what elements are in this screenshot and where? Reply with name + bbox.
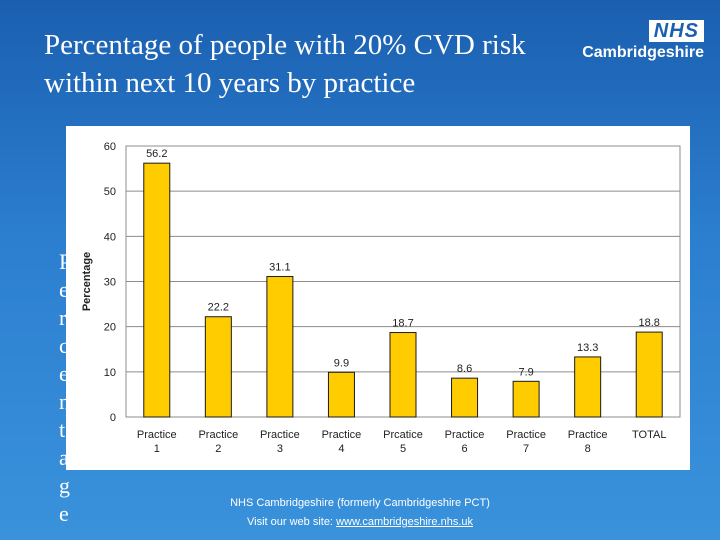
data-label: 13.3 — [577, 342, 598, 354]
x-tick-label: Practice — [322, 429, 362, 441]
y-tick-label: 50 — [104, 186, 116, 198]
data-label: 9.9 — [334, 357, 349, 369]
data-label: 18.8 — [639, 317, 660, 329]
y-tick-label: 0 — [110, 412, 116, 424]
x-tick-label: Practice — [260, 429, 300, 441]
y-tick-label: 30 — [104, 277, 116, 289]
x-tick-label: Practice — [198, 429, 238, 441]
x-tick-label: Prcatice — [383, 429, 423, 441]
footer-organisation: NHS Cambridgeshire (formerly Cambridgesh… — [230, 497, 490, 509]
x-tick-label: 1 — [154, 443, 160, 455]
side-vertical-text: Percentage — [59, 249, 71, 526]
bar — [143, 162, 171, 418]
website-link[interactable]: www.cambridgeshire.nhs.uk — [336, 516, 474, 528]
data-label: 18.7 — [392, 318, 413, 330]
x-tick-label: 5 — [400, 443, 406, 455]
y-tick-label: 60 — [104, 141, 116, 153]
bar — [204, 316, 232, 418]
x-tick-label: Practice — [506, 429, 546, 441]
logo-organisation-name: Cambridgeshire — [582, 44, 704, 61]
nhs-logo: NHS Cambridgeshire — [580, 20, 708, 70]
bar — [574, 356, 602, 418]
bar — [512, 380, 540, 418]
x-tick-label: Practice — [568, 429, 608, 441]
chart-frame: 0 10 20 30 40 50 60 Percentage 56.2 Practice 1 22.2… — [66, 126, 690, 470]
data-label: 31.1 — [269, 262, 290, 274]
data-label: 22.2 — [208, 302, 229, 314]
slide-title: Percentage of people with 20% CVD risk w… — [44, 29, 526, 99]
y-tick-label: 40 — [104, 231, 116, 243]
bar — [327, 371, 355, 418]
data-label: 56.2 — [146, 148, 167, 160]
y-axis-label: Percentage — [81, 252, 93, 311]
footer-website-label: Visit our web site: — [246, 516, 333, 528]
x-tick-label: 3 — [277, 443, 283, 455]
x-tick-label: 7 — [523, 443, 529, 455]
footer-website: Visit our web site: www.cambridgeshire.n… — [180, 516, 540, 528]
x-tick-label: TOTAL — [632, 429, 666, 441]
bar — [389, 332, 417, 418]
x-tick-label: 2 — [215, 443, 221, 455]
x-tick-label: 8 — [585, 443, 591, 455]
y-tick-label: 10 — [104, 367, 116, 379]
x-tick-label: 4 — [338, 443, 344, 455]
y-tick-label: 20 — [104, 322, 116, 334]
data-label: 7.9 — [518, 366, 533, 378]
bar — [635, 331, 663, 418]
nhs-badge: NHS — [648, 20, 704, 42]
x-tick-label: Practice — [445, 429, 485, 441]
bar — [451, 377, 479, 418]
x-tick-label: Practice — [137, 429, 177, 441]
bar — [266, 276, 294, 418]
bar-chart: 0 10 20 30 40 50 60 Percentage 56.2 Practice 1 22.2… — [81, 141, 681, 455]
data-label: 8.6 — [457, 363, 472, 375]
x-tick-label: 6 — [461, 443, 467, 455]
